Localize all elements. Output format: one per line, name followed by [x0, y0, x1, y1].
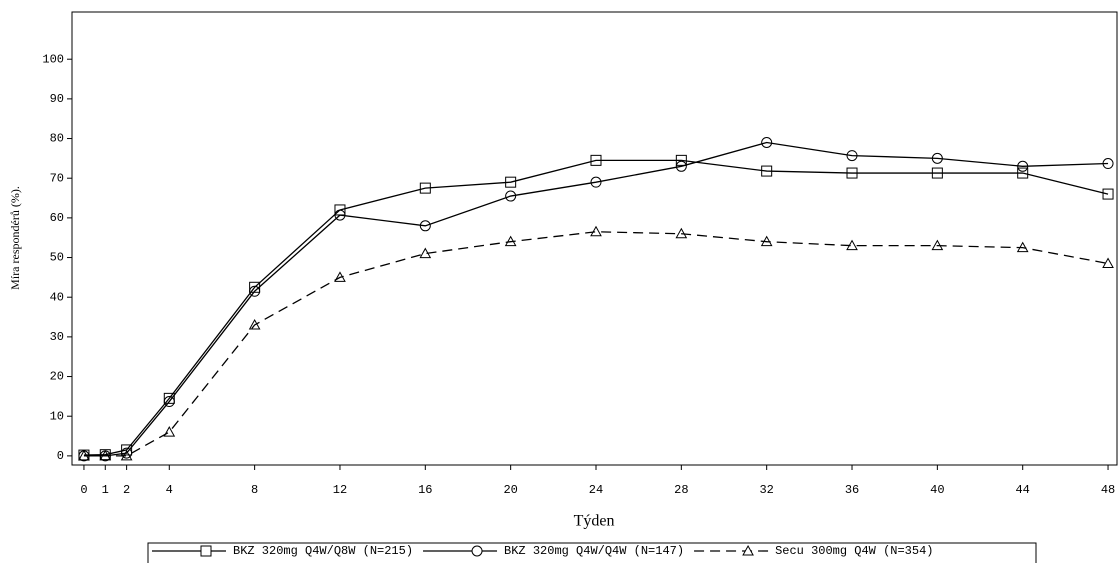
marker	[761, 165, 773, 177]
y-tick-label: 30	[50, 330, 64, 344]
series-line	[83, 231, 1109, 457]
y-tick-label: 20	[50, 370, 64, 384]
legend-marker	[471, 545, 483, 557]
marker	[590, 225, 602, 237]
marker	[846, 239, 858, 251]
marker	[675, 154, 687, 166]
x-tick-label: 1	[102, 483, 109, 497]
marker	[675, 227, 688, 239]
marker	[761, 137, 773, 149]
y-tick-label: 40	[50, 290, 64, 304]
x-tick-label: 4	[166, 483, 173, 497]
x-axis-label: Týden	[574, 513, 615, 530]
marker	[675, 160, 687, 172]
y-axis-label: Míra respondérů (%).	[8, 186, 22, 290]
marker	[163, 392, 175, 404]
legend-label: BKZ 320mg Q4W/Q4W (N=147)	[504, 544, 684, 558]
series-line	[83, 159, 1109, 456]
marker	[1017, 160, 1029, 172]
marker	[846, 167, 858, 179]
legend-marker	[742, 544, 754, 556]
marker	[419, 247, 432, 259]
marker	[419, 182, 431, 194]
legend-box	[147, 542, 1037, 563]
marker	[1102, 188, 1114, 200]
y-tick-label: 50	[50, 251, 64, 265]
y-tick-label: 70	[50, 171, 64, 185]
plot-frame	[71, 11, 1118, 466]
marker	[78, 449, 90, 461]
marker	[505, 176, 517, 188]
marker	[249, 285, 261, 297]
marker	[248, 318, 261, 330]
marker	[121, 444, 133, 456]
marker	[120, 449, 133, 461]
marker	[590, 176, 602, 188]
y-tick-label: 90	[50, 92, 64, 106]
x-tick-label: 40	[930, 483, 944, 497]
y-tick-label: 100	[42, 52, 64, 66]
marker	[846, 150, 858, 162]
x-tick-label: 44	[1015, 483, 1029, 497]
x-tick-label: 48	[1101, 483, 1115, 497]
x-tick-label: 16	[418, 483, 432, 497]
marker	[163, 426, 176, 437]
legend-label: Secu 300mg Q4W (N=354)	[775, 544, 933, 558]
y-tick-label: 10	[50, 409, 64, 423]
legend-marker	[200, 545, 212, 557]
y-tick-label: 60	[50, 211, 64, 225]
x-tick-label: 2	[123, 483, 130, 497]
marker	[334, 271, 346, 282]
marker	[931, 239, 944, 251]
x-tick-label: 36	[845, 483, 859, 497]
series-line	[83, 141, 1109, 457]
x-tick-label: 0	[80, 483, 87, 497]
x-tick-label: 28	[674, 483, 688, 497]
x-tick-label: 32	[759, 483, 773, 497]
marker	[99, 449, 112, 461]
marker	[504, 235, 517, 247]
marker	[1102, 158, 1114, 170]
y-tick-label: 80	[50, 132, 64, 146]
x-tick-label: 24	[589, 483, 603, 497]
marker	[590, 154, 602, 166]
marker	[163, 396, 175, 408]
marker	[334, 209, 346, 221]
legend-label: BKZ 320mg Q4W/Q8W (N=215)	[233, 544, 413, 558]
marker	[1016, 241, 1029, 253]
marker	[505, 190, 517, 202]
y-tick-label: 0	[57, 449, 64, 463]
x-tick-label: 12	[333, 483, 347, 497]
marker	[931, 152, 943, 164]
marker	[931, 167, 943, 179]
x-tick-label: 20	[503, 483, 517, 497]
marker	[1102, 257, 1114, 268]
marker	[1017, 167, 1029, 179]
marker	[419, 220, 431, 232]
x-tick-label: 8	[251, 483, 258, 497]
marker	[760, 235, 773, 247]
